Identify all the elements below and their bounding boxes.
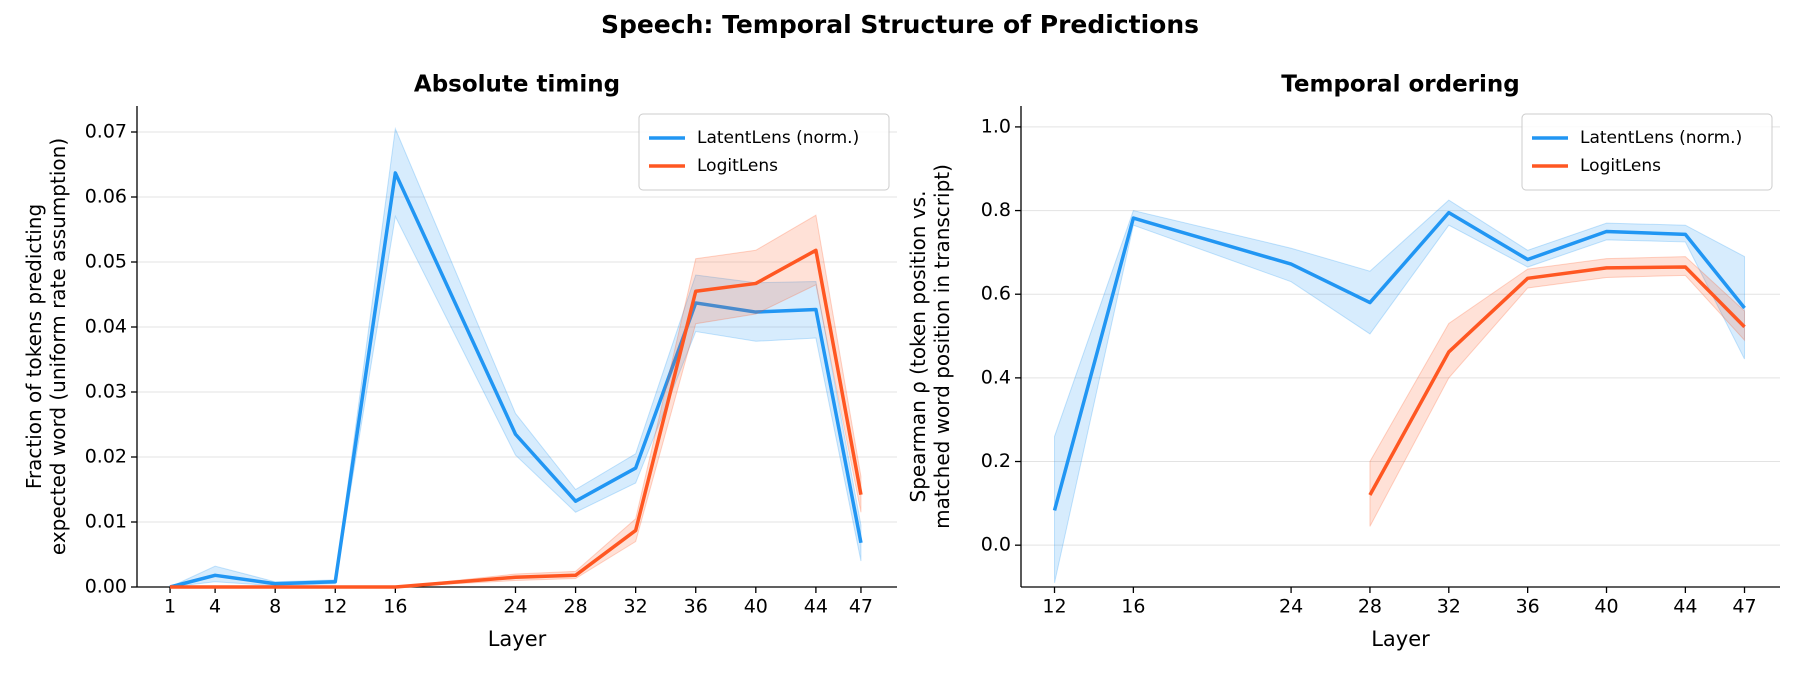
legend-label: LatentLens (norm.) (697, 128, 859, 148)
x-tick-label: 40 (1594, 596, 1618, 618)
y-axis-label-line: expected word (uniform rate assumption) (46, 138, 70, 555)
x-tick-label: 47 (1732, 596, 1756, 618)
y-tick-label: 0.01 (85, 511, 127, 533)
x-tick-label: 36 (1516, 596, 1540, 618)
line (170, 248, 863, 589)
y-axis-label: Fraction of tokens predictingexpected wo… (22, 138, 70, 555)
y-axis-label-line: matched word position in transcript) (930, 164, 954, 529)
line (169, 171, 863, 589)
line (1052, 210, 1746, 511)
chart-title: Absolute timing (414, 72, 620, 98)
x-tick-label: 44 (1673, 596, 1697, 618)
confidence-band (169, 126, 862, 588)
line (1368, 265, 1746, 496)
legend (1521, 113, 1773, 191)
x-tick-label: 24 (503, 596, 527, 618)
x-axis-label: Layer (1371, 627, 1430, 651)
legend-label: LogitLens (697, 156, 778, 176)
y-tick-label: 0.06 (85, 186, 127, 208)
y-axis-label-line: Fraction of tokens predicting (22, 204, 46, 489)
y-axis-label-line: Spearman ρ (token position vs. (906, 191, 930, 503)
legend-label: LatentLens (norm.) (1580, 128, 1742, 148)
legend (638, 113, 890, 191)
y-tick-label: 0.4 (981, 366, 1011, 388)
y-tick-label: 0.07 (85, 121, 127, 143)
y-tick-label: 0.02 (85, 446, 127, 468)
x-tick-label: 28 (563, 596, 587, 618)
x-tick-label: 24 (1279, 596, 1303, 618)
legend-label: LogitLens (1580, 156, 1661, 176)
x-tick-label: 12 (323, 596, 347, 618)
confidence-band (170, 214, 862, 588)
y-tick-label: 0.0 (981, 534, 1011, 556)
x-tick-label: 28 (1358, 596, 1382, 618)
y-tick-label: 0.04 (85, 316, 127, 338)
y-tick-label: 0.05 (85, 251, 127, 273)
x-tick-label: 16 (383, 596, 407, 618)
y-tick-label: 0.6 (981, 283, 1011, 305)
figure-title: Speech: Temporal Structure of Prediction… (601, 10, 1199, 39)
y-tick-label: 0.8 (981, 199, 1011, 221)
x-tick-label: 32 (1437, 596, 1461, 618)
x-tick-label: 8 (269, 596, 281, 618)
x-tick-label: 4 (209, 596, 221, 618)
y-axis-label: Spearman ρ (token position vs.matched wo… (906, 164, 954, 529)
x-tick-label: 44 (804, 596, 828, 618)
x-tick-label: 47 (849, 596, 873, 618)
x-tick-label: 32 (624, 596, 648, 618)
y-tick-label: 1.0 (981, 115, 1011, 137)
x-tick-label: 12 (1042, 596, 1066, 618)
y-tick-label: 0.00 (85, 576, 127, 598)
confidence-band (1369, 256, 1746, 527)
x-tick-label: 1 (164, 596, 176, 618)
x-tick-label: 16 (1121, 596, 1145, 618)
confidence-band (1054, 199, 1746, 583)
x-tick-label: 36 (684, 596, 708, 618)
x-tick-label: 40 (744, 596, 768, 618)
y-tick-label: 0.03 (85, 381, 127, 403)
chart-title: Temporal ordering (1281, 72, 1520, 98)
x-axis-label: Layer (488, 627, 547, 651)
y-tick-label: 0.2 (981, 450, 1011, 472)
